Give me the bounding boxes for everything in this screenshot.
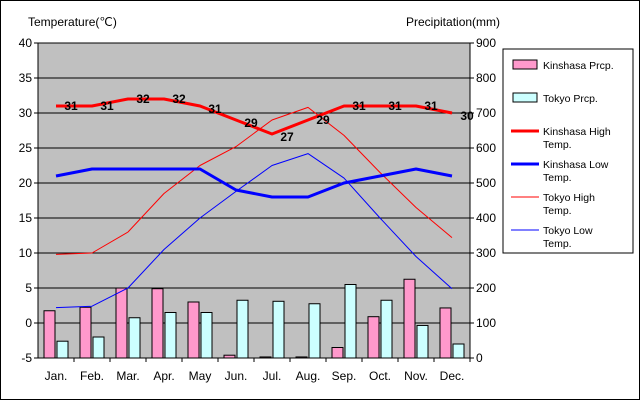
tokyo-prcp-bar — [272, 300, 285, 359]
kinshasa-high-value-label: 27 — [280, 130, 294, 144]
kinshasa-low-temp-line — [55, 167, 453, 199]
left-tick-label: 40 — [19, 36, 33, 50]
right-tick-label: 300 — [476, 246, 496, 260]
x-tick-label: Dec. — [440, 369, 465, 383]
kinshasa-high-value-label: 32 — [172, 92, 186, 106]
right-tick-label: 100 — [476, 316, 496, 330]
kinshasa-high-value-label: 31 — [388, 99, 402, 113]
x-tick-label: Sep. — [332, 369, 357, 383]
kinshasa-high-value-label: 31 — [64, 99, 78, 113]
kinshasa-high-value-label: 32 — [136, 92, 150, 106]
left-tick-label: 15 — [19, 211, 33, 225]
right-tick-label: 200 — [476, 281, 496, 295]
kinshasa-prcp-bar — [115, 287, 128, 359]
legend-swatch — [512, 92, 538, 103]
legend-label: Tokyo High Temp. — [543, 192, 595, 217]
legend-box — [502, 48, 634, 254]
kinshasa-high-value-label: 31 — [352, 99, 366, 113]
tokyo-prcp-bar — [200, 312, 213, 359]
tokyo-prcp-bar — [344, 284, 357, 359]
left-tick-label: 5 — [25, 281, 32, 295]
x-tick-label: May — [189, 369, 212, 383]
kinshasa-high-value-label: 31 — [424, 99, 438, 113]
tokyo-prcp-bar — [308, 303, 321, 359]
left-tick-label: 35 — [19, 71, 33, 85]
tokyo-prcp-bar — [452, 343, 465, 359]
x-tick-label: Jul. — [263, 369, 282, 383]
x-tick-label: Apr. — [153, 369, 174, 383]
left-tick-label: 25 — [19, 141, 33, 155]
x-tick-label: Aug. — [296, 369, 321, 383]
legend-swatch — [512, 59, 538, 70]
tokyo-low-temp-line — [55, 153, 453, 309]
tokyo-prcp-bar — [56, 340, 69, 359]
kinshasa-high-value-label: 31 — [100, 99, 114, 113]
legend-label: Tokyo Low Temp. — [543, 225, 593, 250]
left-tick-label: 20 — [19, 176, 33, 190]
left-tick-label: 0 — [25, 316, 32, 330]
legend: Kinshasa Prcp. Tokyo Prcp. Kinshasa High Te… — [502, 48, 634, 254]
x-tick-label: Feb. — [80, 369, 104, 383]
kinshasa-prcp-bar — [151, 288, 164, 359]
tokyo-prcp-bar — [92, 336, 105, 359]
kinshasa-high-value-label: 30 — [460, 109, 474, 123]
left-tick-label: 30 — [19, 106, 33, 120]
legend-label: Kinshasa High Temp. — [543, 126, 611, 151]
right-tick-label: 400 — [476, 211, 496, 225]
right-tick-label: 500 — [476, 176, 496, 190]
right-tick-label: 900 — [476, 36, 496, 50]
tokyo-prcp-bar — [236, 299, 249, 359]
right-tick-label: 700 — [476, 106, 496, 120]
axes: -505101520253035400100200300400500600700… — [19, 36, 497, 383]
legend-label: Kinshasa Prcp. — [543, 60, 614, 72]
temperature-lines — [55, 97, 453, 309]
kinshasa-prcp-bar — [367, 316, 380, 359]
kinshasa-high-value-label: 29 — [244, 116, 258, 130]
precipitation-bars — [43, 278, 465, 359]
kinshasa-high-labels: 31 31 32 32 31 29 27 29 31 31 31 30 — [64, 92, 474, 144]
tokyo-prcp-bar — [416, 324, 429, 359]
legend-label: Kinshasa Low Temp. — [543, 159, 609, 184]
tokyo-high-temp-line — [55, 106, 453, 255]
tokyo-prcp-bar — [380, 299, 393, 359]
right-axis-title: Precipitation(mm) — [406, 15, 500, 29]
kinshasa-prcp-bar — [43, 310, 56, 359]
kinshasa-prcp-bar — [331, 347, 344, 359]
tokyo-prcp-bar — [164, 312, 177, 359]
x-tick-label: Oct. — [369, 369, 391, 383]
tokyo-prcp-bar — [128, 317, 141, 359]
kinshasa-high-value-label: 31 — [208, 102, 222, 116]
kinshasa-prcp-bar — [79, 306, 92, 359]
left-axis-title: Temperature(℃) — [28, 15, 117, 29]
x-tick-label: Jan. — [45, 369, 68, 383]
left-tick-label: -5 — [21, 351, 32, 365]
kinshasa-prcp-bar — [439, 307, 452, 359]
right-tick-label: 800 — [476, 71, 496, 85]
x-tick-label: Mar. — [116, 369, 139, 383]
x-tick-label: Nov. — [404, 369, 428, 383]
left-tick-label: 10 — [19, 246, 33, 260]
legend-label: Tokyo Prcp. — [543, 93, 598, 105]
right-tick-label: 600 — [476, 141, 496, 155]
plot-area — [38, 43, 470, 358]
kinshasa-high-temp-line — [56, 97, 453, 136]
kinshasa-prcp-bar — [403, 278, 416, 359]
kinshasa-high-value-label: 29 — [316, 113, 330, 127]
kinshasa-prcp-bar — [187, 301, 200, 359]
right-tick-label: 0 — [476, 351, 483, 365]
x-tick-label: Jun. — [225, 369, 248, 383]
